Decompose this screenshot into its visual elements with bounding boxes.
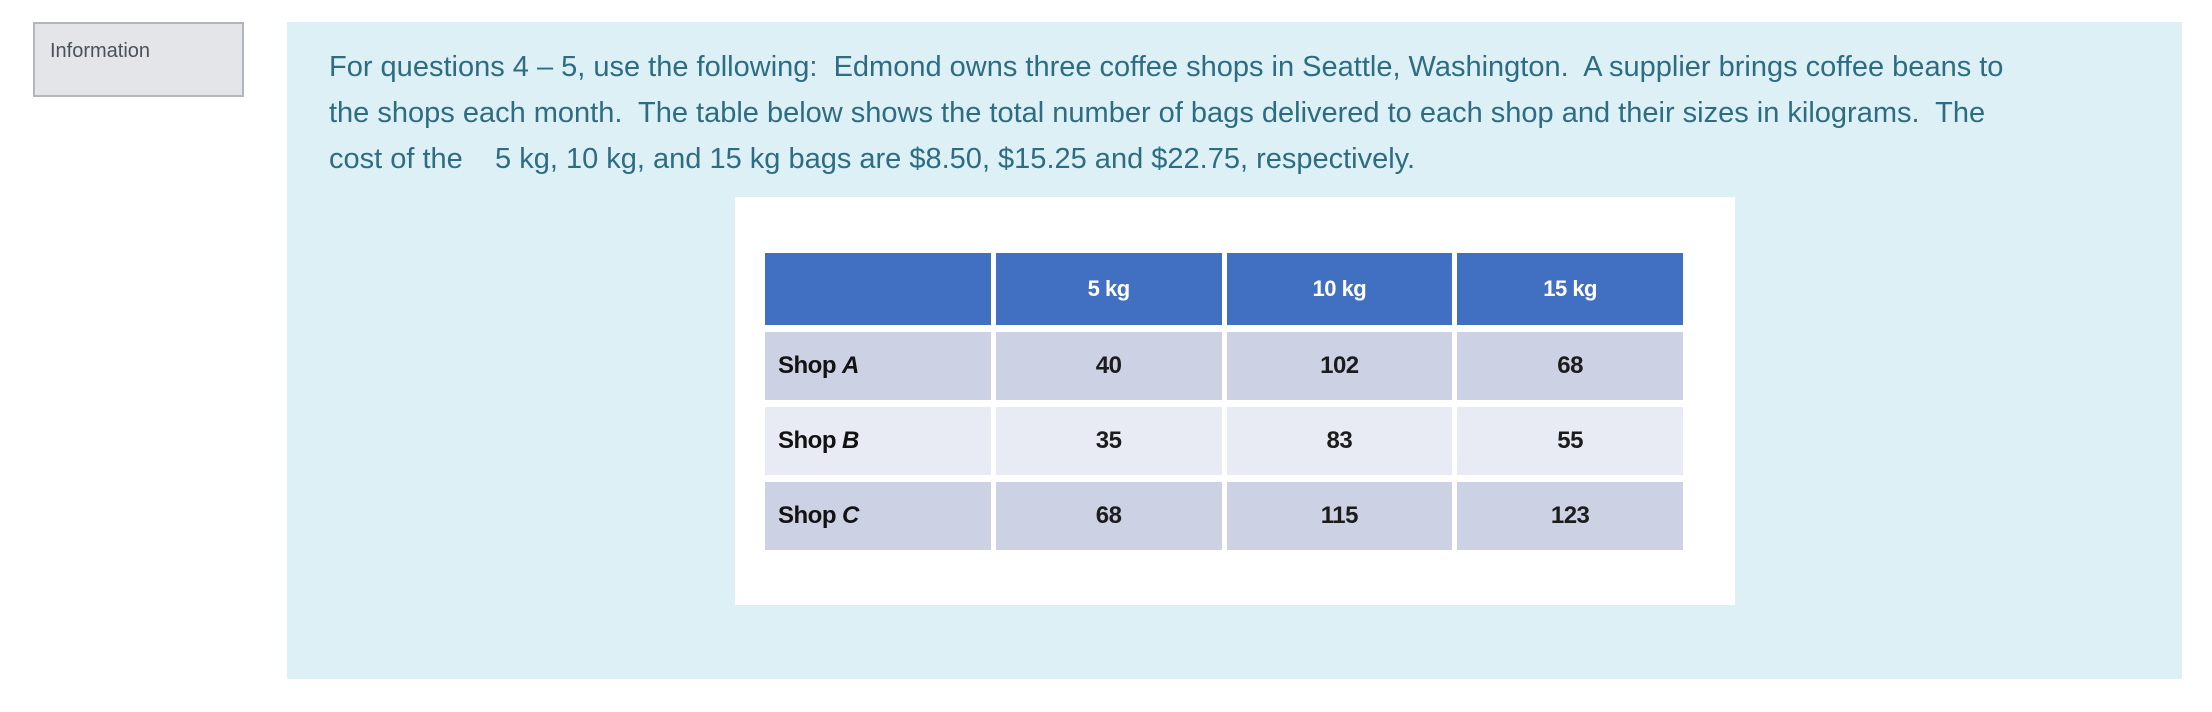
table-header-blank xyxy=(765,253,991,325)
table-cell-shop-c-15kg: 123 xyxy=(1457,482,1683,550)
table-header-5kg: 5 kg xyxy=(995,253,1222,325)
shop-letter: A xyxy=(842,352,859,379)
table-cell-shop-b-5kg: 35 xyxy=(995,407,1222,475)
table-row-label-shop-c: Shop C xyxy=(765,482,991,550)
information-tab[interactable]: Information xyxy=(33,22,244,97)
table-image-box: 5 kg 10 kg 15 kg Shop A 40 102 68 Shop B… xyxy=(735,197,1735,605)
table-cell-shop-a-5kg: 40 xyxy=(995,332,1222,400)
table-row-label-shop-b: Shop B xyxy=(765,407,991,475)
table-cell-shop-c-5kg: 68 xyxy=(995,482,1222,550)
shop-letter: B xyxy=(842,427,859,454)
table-row-label-shop-a: Shop A xyxy=(765,332,991,400)
table-cell-shop-b-10kg: 83 xyxy=(1226,407,1453,475)
table-header-10kg: 10 kg xyxy=(1226,253,1453,325)
shop-label-prefix: Shop xyxy=(778,502,837,529)
table-header-15kg: 15 kg xyxy=(1457,253,1683,325)
table-cell-shop-a-15kg: 68 xyxy=(1457,332,1683,400)
shop-letter: C xyxy=(842,502,859,529)
table-cell-shop-c-10kg: 115 xyxy=(1226,482,1453,550)
passage-line-3: cost of the 5 kg, 10 kg, and 15 kg bags … xyxy=(329,143,1416,175)
passage-line-2: the shops each month. The table below sh… xyxy=(329,97,1986,129)
table-cell-shop-b-15kg: 55 xyxy=(1457,407,1683,475)
table-cell-shop-a-10kg: 102 xyxy=(1226,332,1453,400)
passage: For questions 4 – 5, use the following: … xyxy=(329,44,2159,182)
passage-line-1: For questions 4 – 5, use the following: … xyxy=(329,51,2004,83)
bags-delivered-table: 5 kg 10 kg 15 kg Shop A 40 102 68 Shop B… xyxy=(765,253,1683,550)
shop-label-prefix: Shop xyxy=(778,427,837,454)
shop-label-prefix: Shop xyxy=(778,352,837,379)
question-info-panel: For questions 4 – 5, use the following: … xyxy=(287,22,2182,679)
